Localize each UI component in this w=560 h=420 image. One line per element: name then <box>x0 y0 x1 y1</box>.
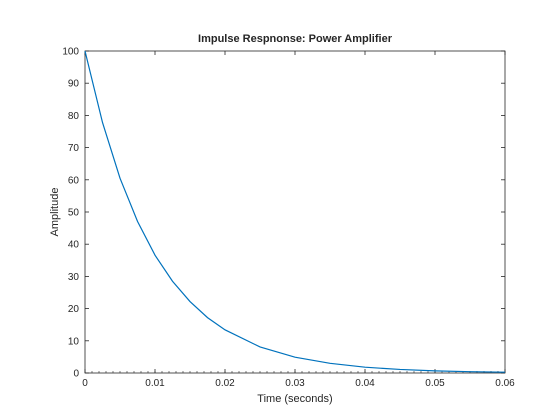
chart-title: Impulse Respnonse: Power Amplifier <box>198 33 393 45</box>
x-tick-label: 0.01 <box>145 378 165 389</box>
plot-area <box>84 50 506 374</box>
y-axis-ticks: 0 10 20 30 40 50 60 70 80 90 100 <box>62 47 505 380</box>
y-tick-label: 100 <box>62 47 79 58</box>
x-tick-label: 0.04 <box>355 378 375 389</box>
y-tick-label: 40 <box>68 240 80 251</box>
y-tick-label: 50 <box>68 208 80 219</box>
x-tick-label: 0.06 <box>495 378 515 389</box>
x-tick-label: 0.02 <box>215 378 235 389</box>
impulse-response-line <box>84 50 506 373</box>
y-tick-label: 80 <box>68 111 80 122</box>
y-tick-label: 20 <box>68 304 80 315</box>
x-tick-label: 0.03 <box>285 378 305 389</box>
y-axis-label: Amplitude <box>49 188 61 237</box>
x-axis-label: Time (seconds) <box>257 393 332 405</box>
y-tick-label: 60 <box>68 175 80 186</box>
y-tick-label: 10 <box>68 336 80 347</box>
x-axis-ticks: 0 0.01 0.02 0.03 0.04 0.05 0.06 <box>82 51 515 389</box>
y-tick-label: 30 <box>68 272 80 283</box>
x-tick-label: 0 <box>82 378 88 389</box>
y-tick-label: 70 <box>68 143 80 154</box>
y-tick-label: 0 <box>73 369 79 380</box>
x-tick-label: 0.05 <box>425 378 445 389</box>
y-tick-label: 90 <box>68 79 80 90</box>
